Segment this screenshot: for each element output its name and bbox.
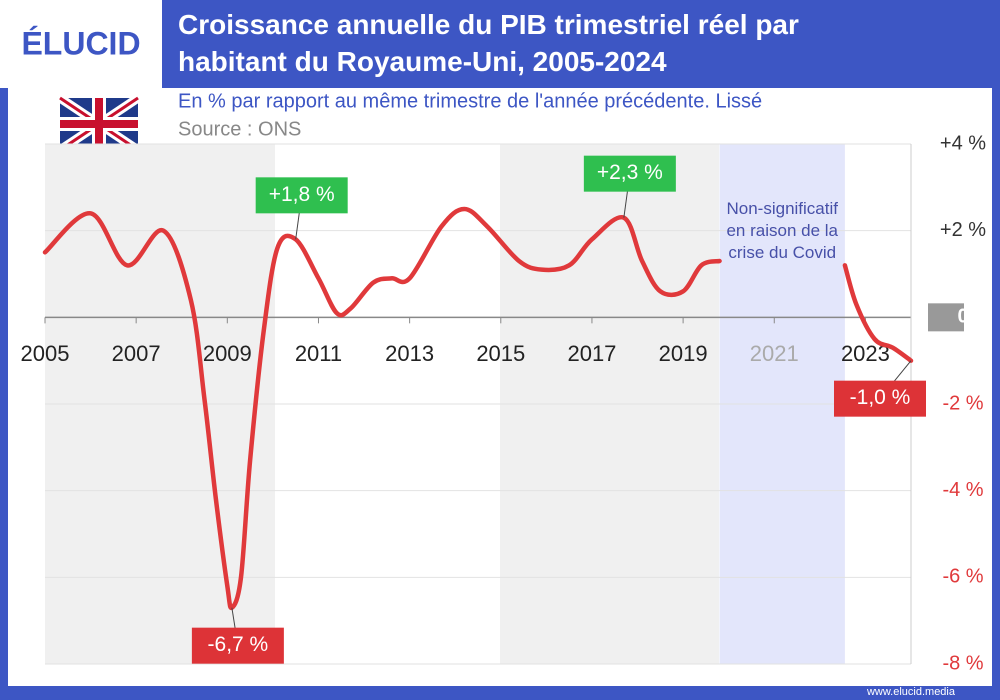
y-tick-label: -8 %: [942, 652, 983, 674]
x-tick-label: 2015: [476, 341, 525, 366]
x-tick-label: 2005: [21, 341, 70, 366]
covid-annotation: Non-significatif en raison de la crise d…: [726, 199, 838, 262]
x-tick-label: 2019: [659, 341, 708, 366]
flag: [57, 94, 141, 154]
source: Source : ONS: [178, 118, 301, 140]
y-tick-label: +2 %: [940, 219, 986, 241]
logo-box: [0, 0, 162, 88]
line: [842, 263, 914, 363]
y-tick-label: -6 %: [942, 566, 983, 588]
subtitle: En % par rapport au même trimestre de l'…: [178, 90, 762, 112]
value-label-box: [834, 380, 926, 417]
x-tick-label: 2011: [295, 341, 342, 366]
y-tick-label: -4 %: [942, 479, 983, 501]
title: Croissance annuelle du PIB trimestriel r…: [178, 9, 799, 77]
x-tick-label: 2007: [112, 341, 161, 366]
x-tick-label: 2021: [750, 341, 799, 366]
value-label: +2,3 %: [597, 161, 663, 184]
line: [42, 206, 722, 611]
value-label: +1,8 %: [269, 183, 335, 206]
value-label-box: [583, 155, 676, 192]
y-tick-label: 0: [957, 306, 968, 328]
value-label-box: [255, 177, 348, 214]
footer: www.elucid.media: [866, 686, 956, 698]
value-label: -6,7 %: [208, 633, 269, 656]
zero-label-box: [928, 303, 964, 332]
value-label: -1,0 %: [850, 386, 911, 409]
x-tick-label: 2013: [385, 341, 434, 366]
y-tick-label: +4 %: [940, 132, 986, 154]
x-tick-label: 2017: [567, 341, 616, 366]
logo: ÉLUCID: [21, 25, 140, 61]
x-tick-label: 2009: [203, 341, 252, 366]
y-tick-label: -2 %: [942, 392, 983, 414]
value-label-box: [191, 627, 284, 664]
